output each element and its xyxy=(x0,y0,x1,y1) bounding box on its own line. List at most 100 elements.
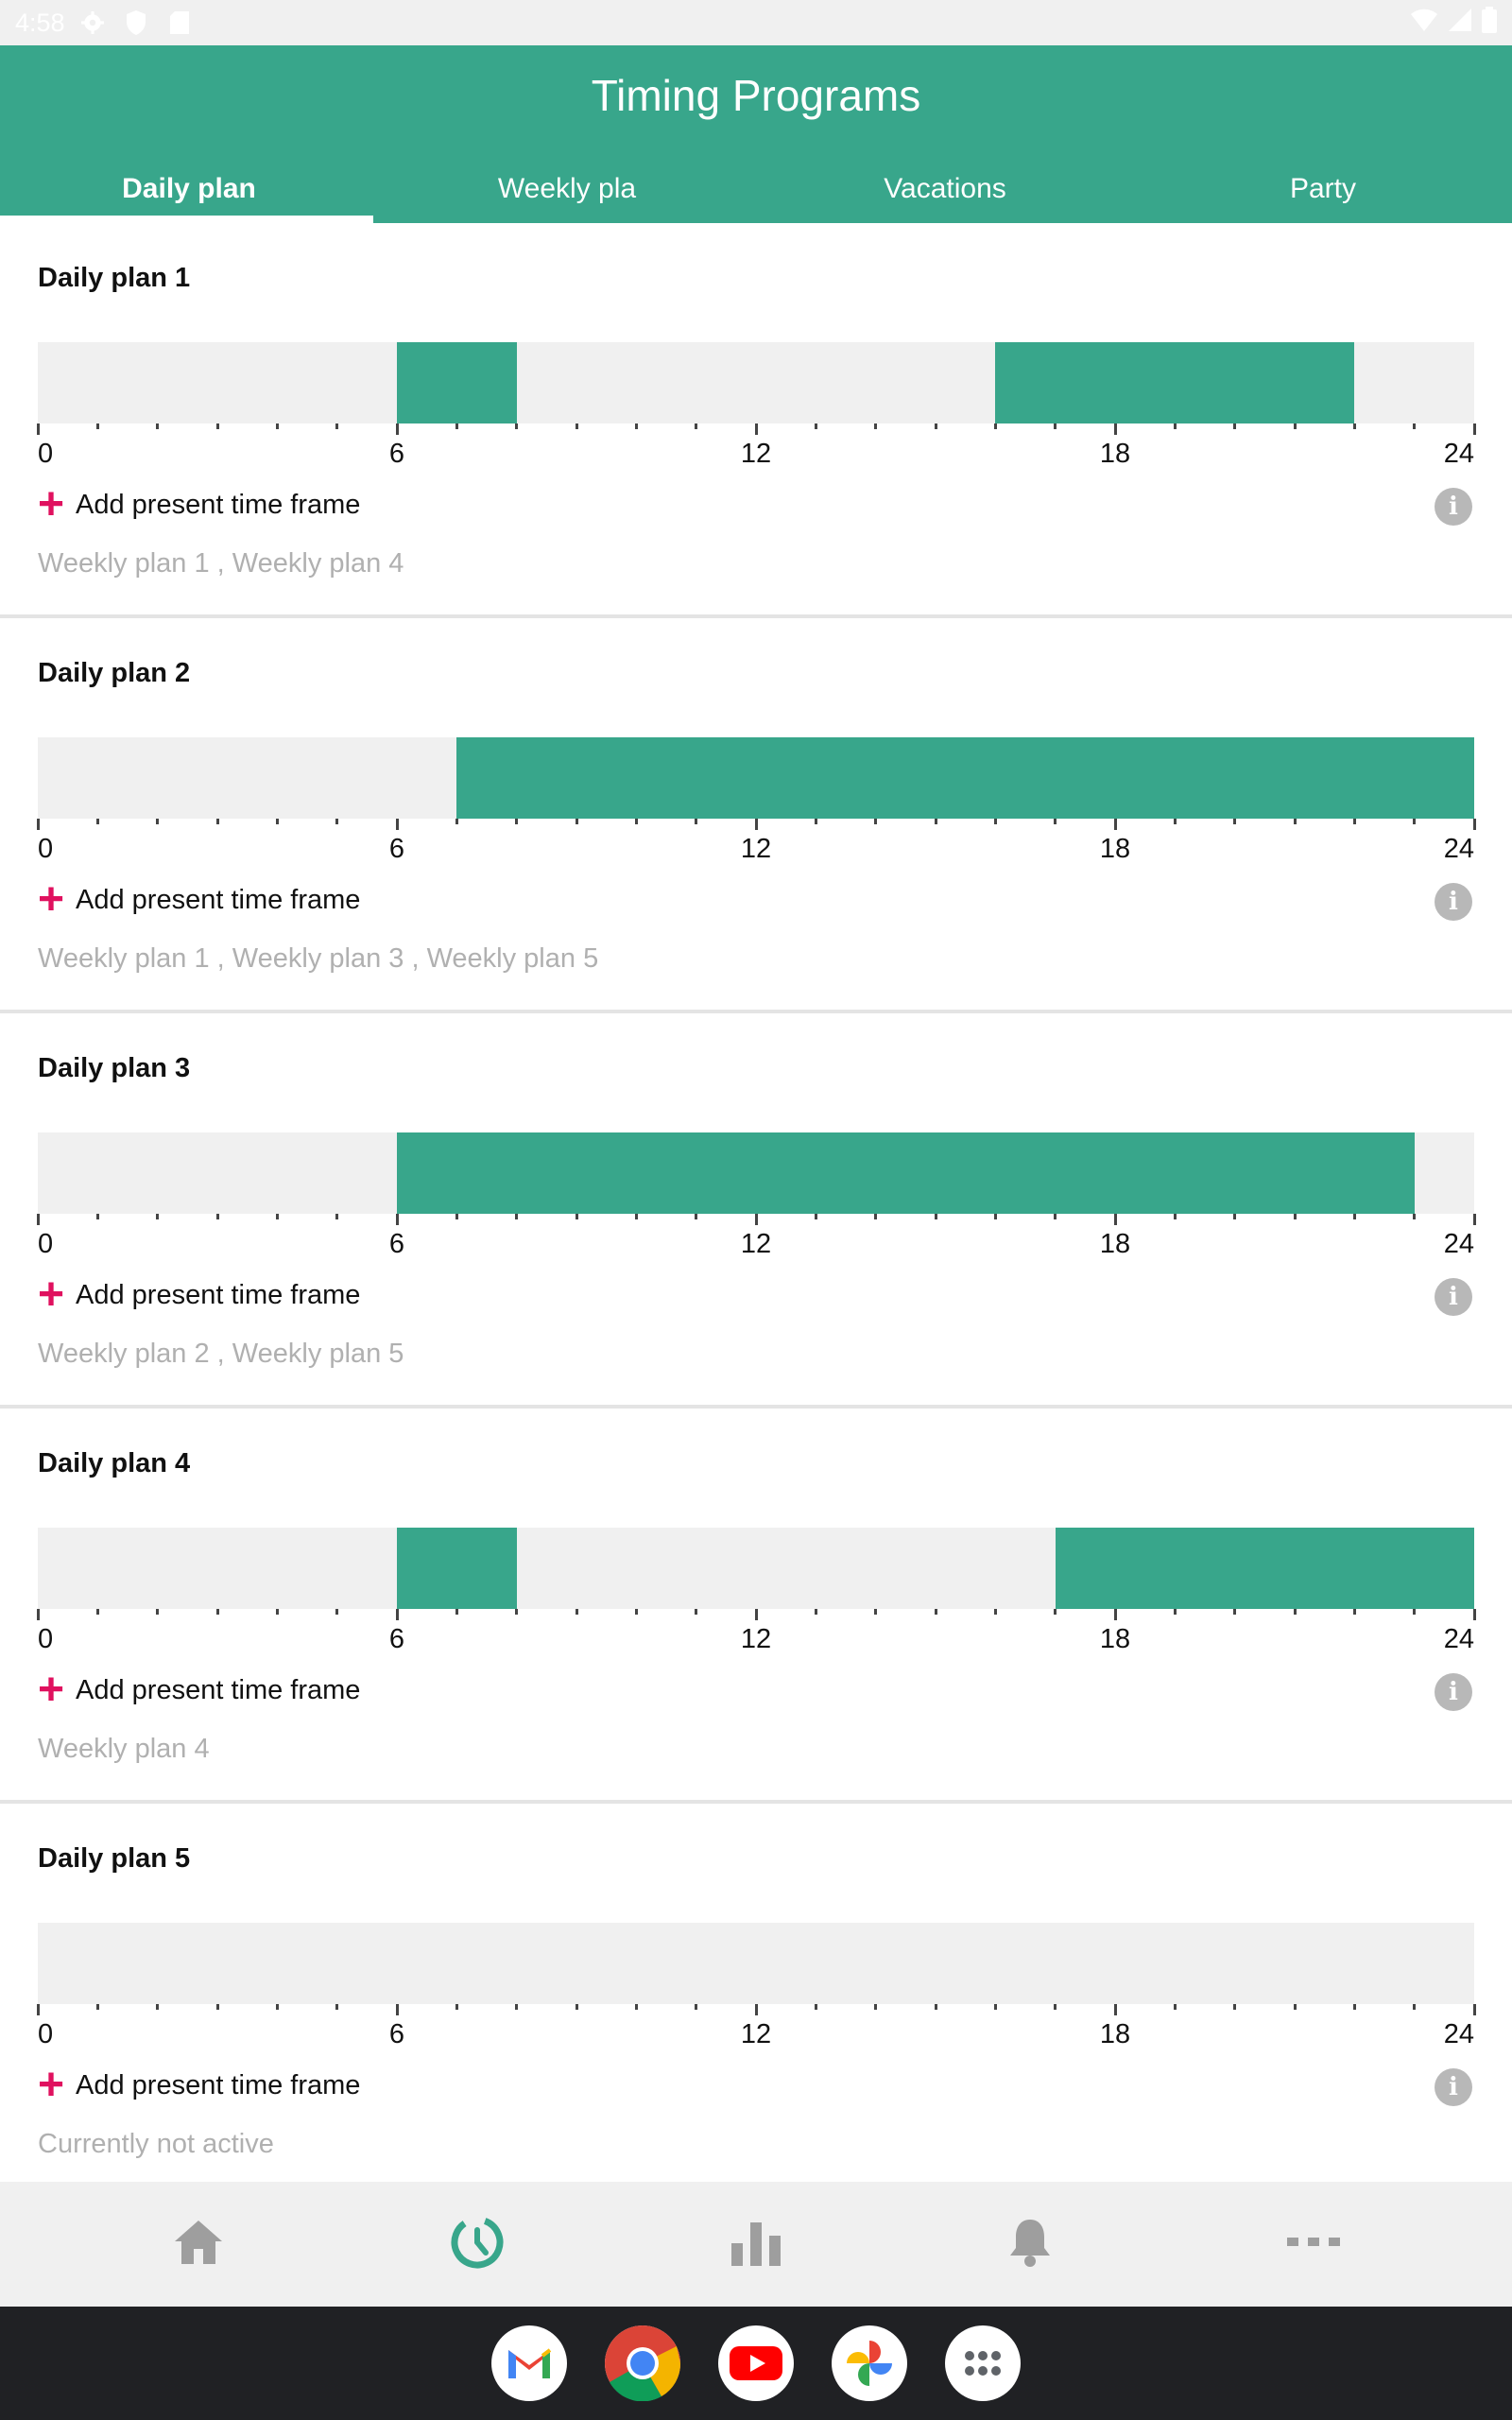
hour-tick xyxy=(1413,1214,1417,1219)
hour-tick xyxy=(95,1214,99,1219)
app-drawer-icon[interactable] xyxy=(945,2325,1021,2401)
nav-notifications[interactable] xyxy=(888,2182,1172,2307)
nav-timing-programs[interactable] xyxy=(335,2182,619,2307)
timeline-bar[interactable] xyxy=(38,1923,1474,2004)
hour-tick xyxy=(215,424,219,429)
daily-plan-card: Daily plan 3 0 6 12 18 24 + Add present time fr… xyxy=(0,1013,1512,1409)
hour-tick xyxy=(1472,2004,1476,2015)
hour-tick xyxy=(814,2004,817,2010)
tab-vacations[interactable]: Vacations xyxy=(884,173,1006,204)
hour-tick xyxy=(993,424,997,429)
add-time-frame-button[interactable]: + Add present time frame xyxy=(34,877,360,923)
plan-title: Daily plan 3 xyxy=(38,1053,191,1083)
status-time: 4:58 xyxy=(15,8,65,37)
axis-tick-label: 24 xyxy=(1443,439,1474,469)
hour-tick xyxy=(95,819,99,824)
info-icon[interactable]: i xyxy=(1435,1278,1472,1316)
wifi-icon xyxy=(1410,8,1438,39)
hour-tick xyxy=(1293,819,1297,824)
timeline-bar[interactable] xyxy=(38,1528,1474,1609)
photos-icon[interactable] xyxy=(832,2325,907,2401)
hour-tick xyxy=(1413,1609,1417,1615)
timeline-ticks xyxy=(36,424,1476,435)
shield-icon xyxy=(122,9,150,37)
hour-tick xyxy=(1233,819,1237,824)
hour-tick xyxy=(1413,2004,1417,2010)
axis-tick-label: 6 xyxy=(388,2019,405,2049)
hour-tick xyxy=(1113,1609,1117,1620)
system-dock xyxy=(0,2307,1512,2420)
active-time-segment[interactable] xyxy=(397,1528,517,1609)
timeline-bar[interactable] xyxy=(38,737,1474,819)
add-time-frame-button[interactable]: + Add present time frame xyxy=(34,482,360,527)
nav-more[interactable] xyxy=(1172,2182,1455,2307)
hour-tick xyxy=(215,1609,219,1615)
hour-tick xyxy=(395,424,399,435)
hour-tick xyxy=(874,424,878,429)
info-icon[interactable]: i xyxy=(1435,1673,1472,1711)
battery-icon xyxy=(1482,6,1497,40)
hour-tick xyxy=(36,2004,40,2015)
daily-plan-card: Daily plan 1 0 6 12 18 24 + Add present time fr… xyxy=(0,223,1512,618)
timeline-ticks xyxy=(36,819,1476,830)
axis-tick-label: 0 xyxy=(38,1624,54,1654)
youtube-icon[interactable] xyxy=(718,2325,794,2401)
hour-tick xyxy=(1173,819,1177,824)
timeline-axis: 0 6 12 18 24 xyxy=(38,834,1474,868)
plan-usage-text: Weekly plan 1 , Weekly plan 4 xyxy=(38,548,404,579)
signal-icon xyxy=(1448,8,1472,39)
hour-tick xyxy=(1472,1609,1476,1620)
active-time-segment[interactable] xyxy=(1055,1528,1474,1609)
hour-tick xyxy=(95,2004,99,2010)
hour-tick xyxy=(575,1214,578,1219)
gmail-icon[interactable] xyxy=(491,2325,567,2401)
hour-tick xyxy=(1352,819,1356,824)
active-time-segment[interactable] xyxy=(397,1132,1415,1214)
hour-tick xyxy=(934,424,937,429)
hour-tick xyxy=(575,819,578,824)
info-icon[interactable]: i xyxy=(1435,488,1472,526)
hour-tick xyxy=(455,2004,458,2010)
add-time-frame-button[interactable]: + Add present time frame xyxy=(34,1668,360,1713)
hour-tick xyxy=(1054,1214,1057,1219)
timeline-bar[interactable] xyxy=(38,1132,1474,1214)
info-icon[interactable]: i xyxy=(1435,2068,1472,2106)
status-right xyxy=(1410,6,1497,40)
active-time-segment[interactable] xyxy=(397,342,517,424)
chrome-icon[interactable] xyxy=(605,2325,680,2401)
add-time-frame-button[interactable]: + Add present time frame xyxy=(34,1272,360,1318)
bell-icon xyxy=(1007,2218,1053,2272)
hour-tick xyxy=(1173,1609,1177,1615)
nav-statistics[interactable] xyxy=(614,2182,898,2307)
hour-tick xyxy=(1173,2004,1177,2010)
daily-plan-card: Daily plan 2 0 6 12 18 24 + Add present time fr… xyxy=(0,618,1512,1013)
hour-tick xyxy=(95,424,99,429)
hour-tick xyxy=(515,819,519,824)
axis-tick-label: 6 xyxy=(388,834,405,864)
hour-tick xyxy=(1233,2004,1237,2010)
nav-home[interactable] xyxy=(57,2182,340,2307)
plus-icon: + xyxy=(37,2060,65,2110)
plan-title: Daily plan 4 xyxy=(38,1448,191,1478)
daily-plan-card: Daily plan 5 0 6 12 18 24 + Add present time fr… xyxy=(0,1804,1512,2182)
tab-weekly-plan[interactable]: Weekly pla xyxy=(497,173,637,204)
tab-party[interactable]: Party xyxy=(1289,173,1357,204)
hour-tick xyxy=(335,819,339,824)
hour-tick xyxy=(634,819,638,824)
hour-tick xyxy=(993,1214,997,1219)
info-icon[interactable]: i xyxy=(1435,883,1472,921)
hour-tick xyxy=(1054,424,1057,429)
hour-tick xyxy=(814,1214,817,1219)
tab-daily-plan[interactable]: Daily plan xyxy=(0,155,378,223)
active-time-segment[interactable] xyxy=(456,737,1474,819)
hour-tick xyxy=(215,1214,219,1219)
active-time-segment[interactable] xyxy=(995,342,1355,424)
add-time-frame-button[interactable]: + Add present time frame xyxy=(34,2060,360,2110)
hour-tick xyxy=(814,1609,817,1615)
timeline-bar[interactable] xyxy=(38,342,1474,424)
hour-tick xyxy=(275,2004,279,2010)
hour-tick xyxy=(36,1214,40,1225)
tab-bar: Daily plan Weekly pla Vacations Party xyxy=(0,155,1512,223)
plan-title: Daily plan 2 xyxy=(38,658,191,688)
